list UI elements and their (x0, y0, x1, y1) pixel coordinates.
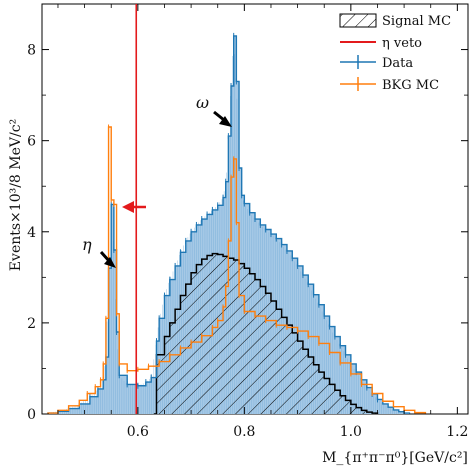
x-axis-label: M_{π⁺π⁻π⁰}[GeV/c²] (322, 450, 468, 466)
legend-item-data: Data (340, 55, 413, 71)
x-tick-label: 0.8 (233, 424, 255, 440)
x-tick-label: 1.2 (446, 424, 468, 440)
legend: Signal MC η veto Data BKG MC (339, 13, 451, 93)
axes: 0.6 0.8 1.0 1.2 0 2 4 6 8 (27, 4, 468, 440)
arrow-eta-icon (99, 250, 116, 268)
legend-label-data: Data (382, 56, 413, 71)
legend-item-signal: Signal MC (339, 13, 451, 29)
legend-item-veto: η veto (340, 36, 422, 51)
legend-item-bkg: BKG MC (340, 77, 439, 93)
legend-label-veto: η veto (382, 36, 422, 51)
legend-label-signal: Signal MC (382, 14, 451, 29)
arrow-omega-icon (213, 110, 232, 127)
y-tick-label: 2 (27, 316, 36, 332)
signal-hatch-fill (153, 253, 378, 414)
annotation-eta: η (82, 235, 92, 254)
legend-label-bkg: BKG MC (382, 78, 439, 93)
y-axis-label: Events×10³/8 MeV/c² (8, 119, 24, 271)
annotation-omega: ω (196, 93, 209, 112)
y-tick-label: 4 (27, 225, 36, 241)
signal-series-line (153, 252, 379, 414)
y-tick-label: 0 (27, 407, 36, 423)
x-tick-label: 1.0 (340, 424, 362, 440)
y-tick-label: 6 (27, 134, 36, 150)
plot-area (47, 4, 427, 414)
x-tick-label: 0.6 (127, 424, 149, 440)
y-tick-label: 8 (27, 43, 36, 59)
veto-arrow-icon (122, 201, 146, 213)
